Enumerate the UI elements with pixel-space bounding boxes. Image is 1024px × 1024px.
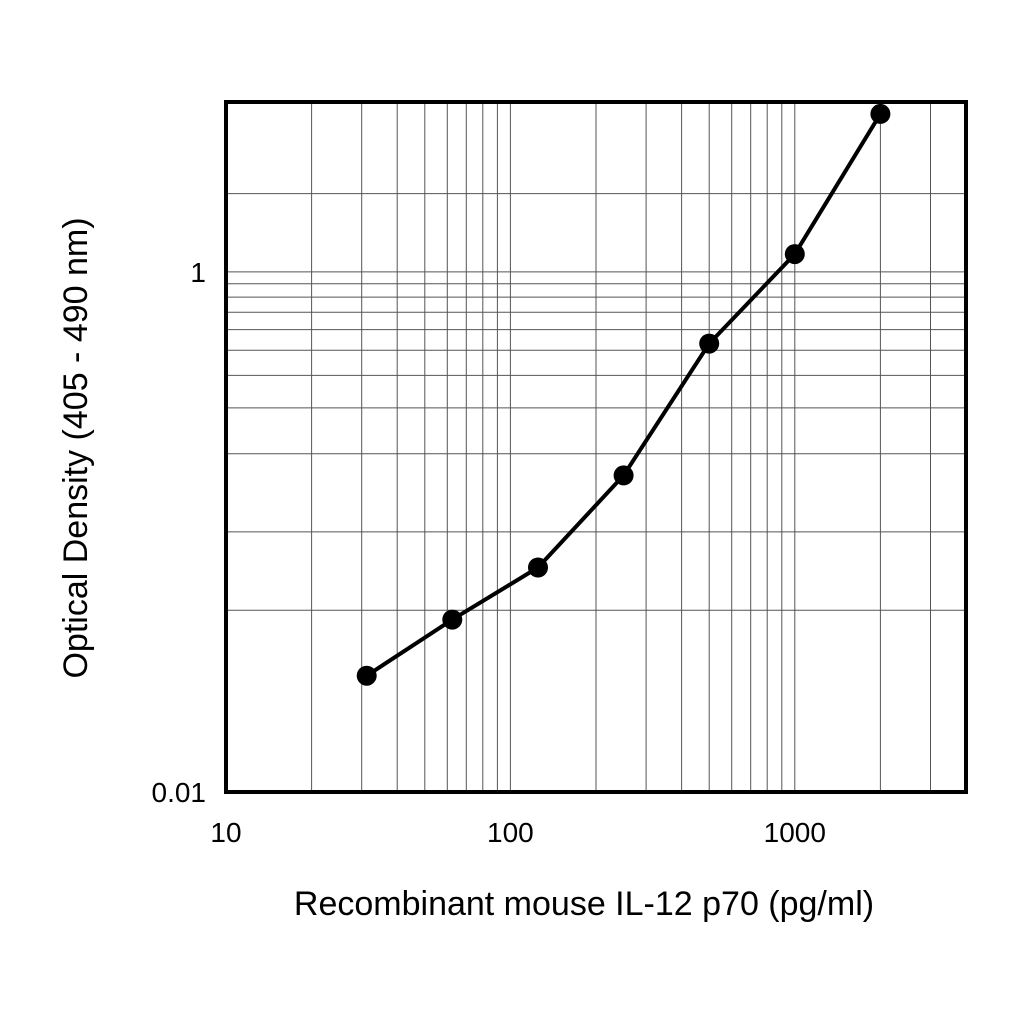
y-axis-title: Optical Density (405 - 490 nm) xyxy=(57,217,95,678)
data-point xyxy=(699,333,720,354)
y-tick-label: 1 xyxy=(190,257,206,288)
data-point xyxy=(870,103,891,124)
x-axis-title: Recombinant mouse IL-12 p70 (pg/ml) xyxy=(294,885,874,923)
x-tick-label: 100 xyxy=(487,817,534,848)
data-point xyxy=(356,665,377,686)
data-point xyxy=(613,465,634,486)
grid-lines xyxy=(226,102,966,792)
y-tick-label: 0.01 xyxy=(152,777,207,808)
x-tick-label: 10 xyxy=(210,817,241,848)
series-layer xyxy=(356,103,891,686)
tick-labels: 10 100 1000 0.01 1 xyxy=(152,257,826,848)
data-point xyxy=(442,609,463,630)
data-point xyxy=(784,244,805,265)
series-line xyxy=(365,112,883,678)
plot-frame xyxy=(224,100,968,794)
data-point xyxy=(528,557,548,578)
x-tick-label: 1000 xyxy=(764,817,826,848)
